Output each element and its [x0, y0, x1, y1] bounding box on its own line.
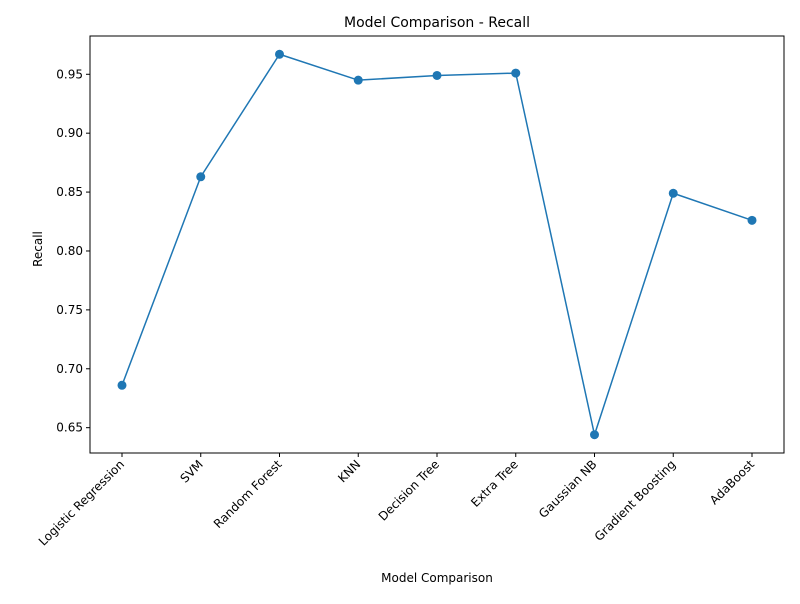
chart-title: Model Comparison - Recall	[344, 15, 530, 31]
data-point	[432, 70, 442, 80]
series-layer	[117, 49, 757, 440]
y-axis-label: Recall	[31, 231, 45, 267]
plot-frame	[89, 35, 785, 454]
y-tick-label: 0.65	[56, 421, 83, 435]
data-point	[668, 188, 678, 198]
data-point	[275, 49, 284, 59]
data-point	[117, 380, 127, 390]
data-point	[511, 68, 521, 78]
y-tick-label: 0.70	[56, 362, 83, 376]
y-tick-label: 0.85	[56, 185, 83, 199]
y-tick-label: 0.95	[56, 67, 83, 81]
data-point	[590, 430, 599, 440]
data-point	[353, 75, 363, 85]
y-axis-ticks: 0.65 0.70 0.75 0.80 0.85 0.90 0.95	[56, 67, 90, 435]
x-axis-label: Model Comparison	[381, 571, 493, 585]
y-tick-label: 0.90	[56, 126, 83, 140]
y-tick-label: 0.75	[56, 303, 83, 317]
data-point	[196, 172, 206, 182]
data-point	[747, 215, 757, 225]
y-tick-label: 0.80	[56, 244, 83, 258]
